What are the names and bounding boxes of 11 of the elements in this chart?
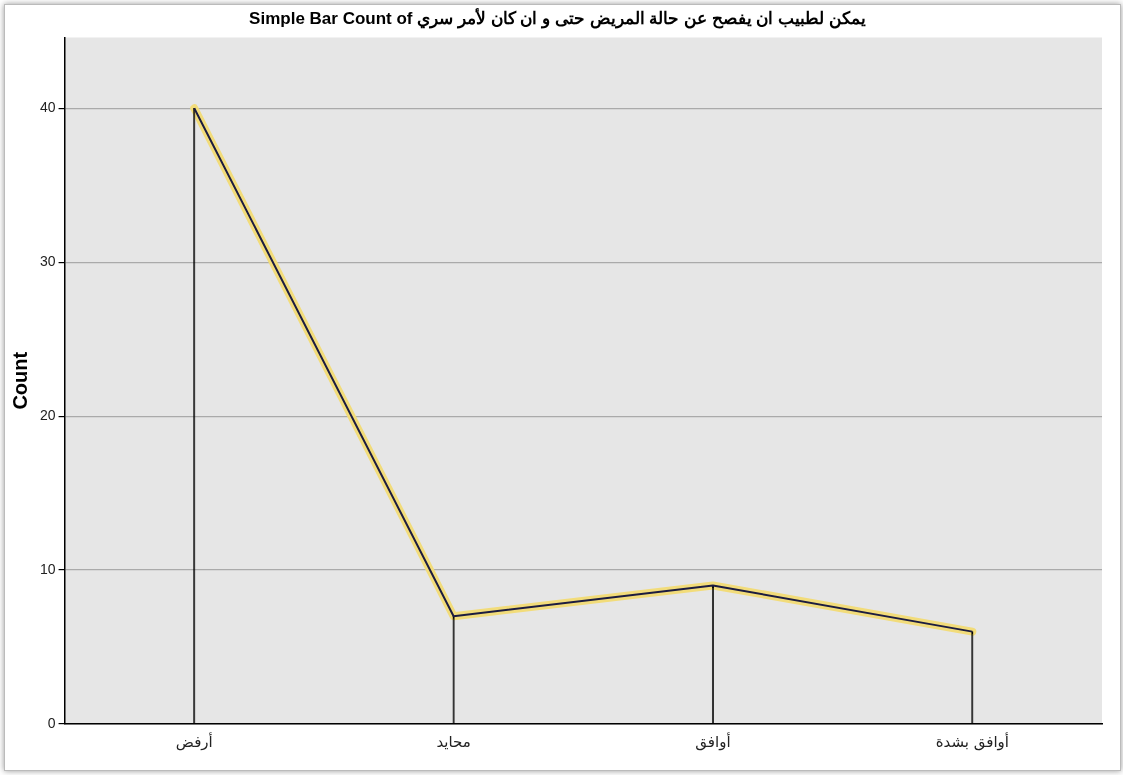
y-tick-label: 10	[39, 560, 56, 577]
y-tick-label: 20	[39, 406, 56, 423]
x-tick-label: أوافق بشدة	[935, 731, 1009, 751]
y-tick-label: 0	[47, 714, 56, 731]
chart-title: Simple Bar Count of يمكن لطبيب ان يفصح عن حالة المريض حتى و ان كان لأمر سري	[249, 6, 866, 29]
y-tick-label: 40	[39, 99, 56, 116]
y-axis-title: Count	[8, 351, 31, 410]
x-tick-label: أرفض	[175, 731, 213, 751]
x-tick-label: محايد	[436, 732, 471, 751]
y-tick-label: 30	[39, 253, 56, 270]
x-tick-label: أوافق	[695, 731, 731, 751]
